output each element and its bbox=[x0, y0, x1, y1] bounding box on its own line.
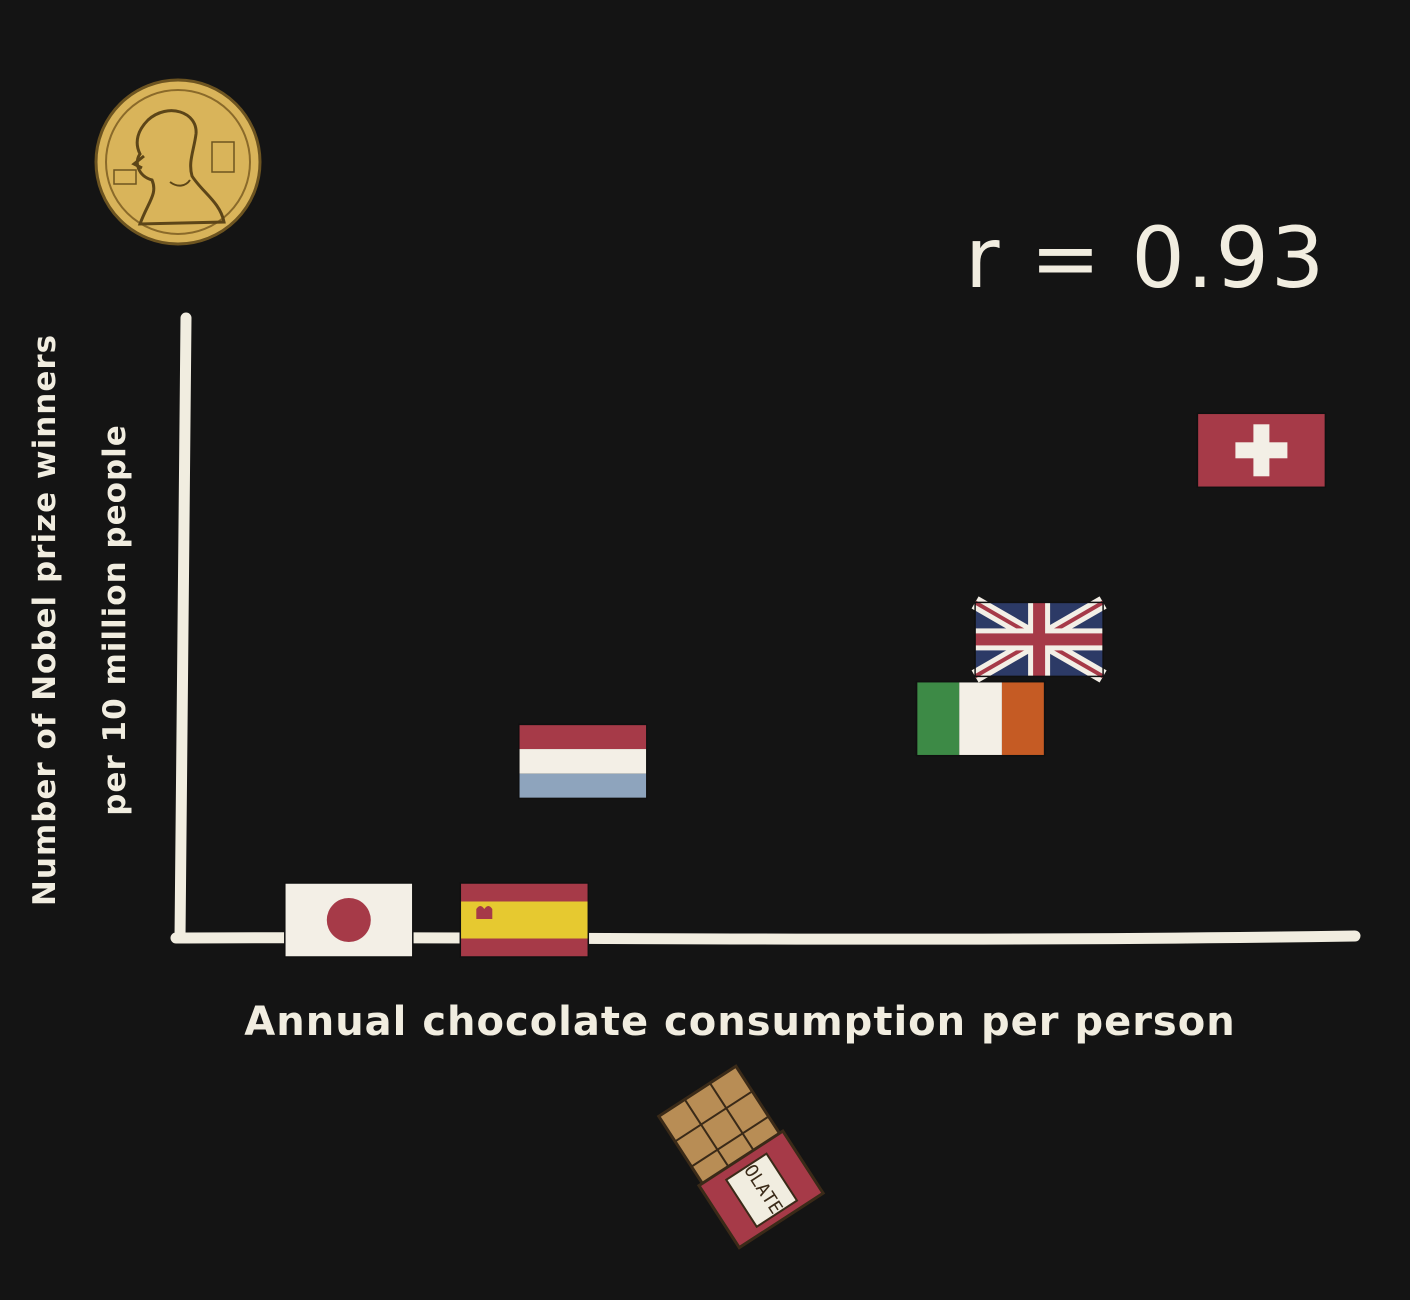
scatter-points: Japan Spain Netherlands IrelandUnited Kingd… bbox=[284, 412, 1327, 958]
x-axis-label: Annual chocolate consumption per person bbox=[244, 999, 1235, 1045]
uk-flag: United Kingdom bbox=[971, 596, 1107, 683]
y-axis-label-line-1: Number of Nobel prize winners bbox=[27, 334, 63, 906]
spain-flag: Spain bbox=[459, 882, 590, 958]
netherlands-flag: Netherlands bbox=[518, 723, 648, 800]
y-axis bbox=[174, 312, 192, 944]
correlation-label: r = 0.93 bbox=[965, 209, 1326, 307]
ireland-flag: Ireland bbox=[915, 680, 1046, 757]
switzerland-flag: Switzerland bbox=[1196, 412, 1327, 489]
y-axis-label: Number of Nobel prize winners per 10 mil… bbox=[27, 334, 133, 906]
nobel-medal-icon bbox=[94, 78, 262, 246]
chocolate-bar-icon: OLATE bbox=[656, 1064, 826, 1250]
japan-flag: Japan bbox=[284, 882, 414, 958]
y-axis-label-line-2: per 10 million people bbox=[97, 424, 133, 816]
